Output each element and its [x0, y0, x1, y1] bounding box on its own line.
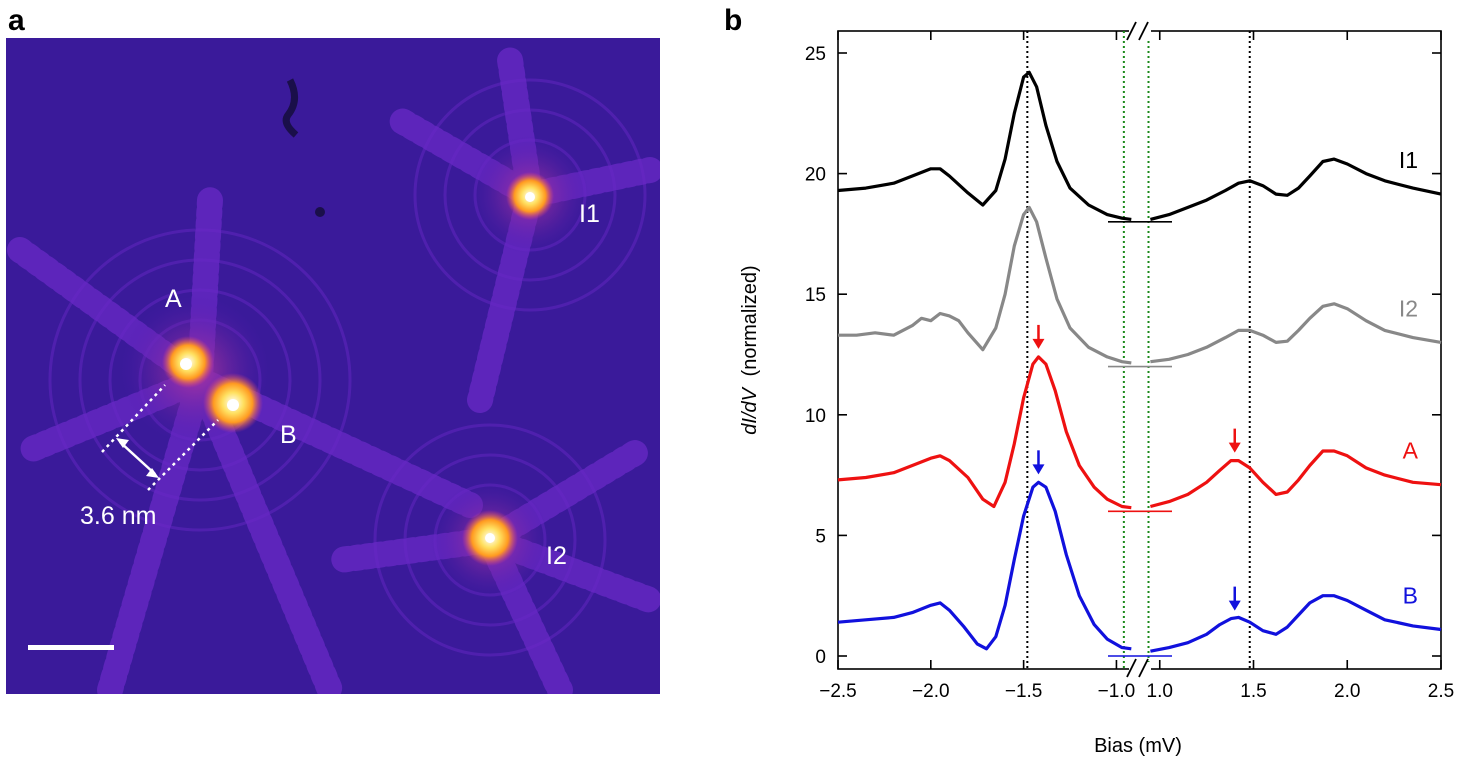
arrow-head-B-0	[1032, 464, 1045, 475]
core-I1	[525, 192, 535, 202]
core-I2	[485, 533, 495, 543]
panel-b-letter: b	[724, 4, 742, 37]
arrow-head-A-0	[1032, 338, 1045, 349]
distance-line-1	[101, 384, 166, 453]
x-tick-label-0-2: −1.5	[1005, 681, 1043, 702]
series-I1: I1	[837, 70, 1442, 223]
distance-arrowhead-1	[116, 438, 129, 448]
series-label-I2: I2	[1399, 295, 1418, 321]
distance-label: 3.6 nm	[80, 502, 156, 530]
scale-bar	[28, 645, 114, 650]
x-tick-label-1-3: 2.5	[1428, 681, 1454, 702]
axis-break	[1126, 21, 1151, 678]
y-tick-label-5: 5	[815, 526, 826, 547]
dark-spot	[315, 207, 325, 217]
distance-arrowhead-2	[146, 468, 159, 478]
series-label-A: A	[1403, 438, 1419, 464]
surface-defect	[282, 78, 299, 138]
x-tick-label-0-1: −2.0	[912, 681, 950, 702]
y-tick-label-0: 0	[815, 647, 826, 668]
atom-label-I2: I2	[546, 542, 567, 570]
map-background	[6, 38, 660, 694]
atom-label-A: A	[165, 285, 182, 313]
y-tick-label-10: 10	[805, 406, 826, 427]
series-line-I2-negative	[838, 205, 1132, 365]
series-A: A	[837, 324, 1442, 513]
y-tick-label-25: 25	[805, 44, 826, 65]
series-line-A-negative	[837, 355, 1132, 510]
x-axis-label: Bias (mV)	[1094, 735, 1182, 757]
x-tick-label-1-1: 1.5	[1240, 681, 1266, 702]
y-axis-label-rest: (normalized)	[739, 265, 761, 376]
y-axis-label-italic: dI/dV	[739, 386, 761, 434]
core-B	[227, 399, 239, 411]
x-tick-label-1-2: 2.0	[1334, 681, 1360, 702]
x-tick-label-0-0: −2.5	[819, 681, 857, 702]
y-tick-label-15: 15	[805, 285, 826, 306]
x-tick-label-1-0: 1.0	[1147, 681, 1173, 702]
series-label-B: B	[1403, 582, 1418, 608]
series-label-I1: I1	[1399, 147, 1418, 173]
stm-map: A B I1 I2 3.6 nm	[6, 38, 660, 694]
series-line-I1-negative	[837, 70, 1132, 221]
atom-label-I1: I1	[579, 200, 600, 228]
arrow-head-B-1	[1228, 600, 1241, 611]
series-B: B	[837, 450, 1442, 657]
series-I2: I2	[838, 205, 1442, 368]
x-tick-label-0-3: −1.0	[1098, 681, 1136, 702]
atom-label-B: B	[280, 421, 297, 449]
series-line-A-positive	[1149, 449, 1442, 509]
y-tick-label-20: 20	[805, 165, 826, 186]
y-axis-label: dI/dV (normalized)	[739, 265, 761, 434]
series-line-I1-positive	[1150, 157, 1442, 221]
plot-frame	[837, 30, 1442, 670]
series-line-B-positive	[1150, 594, 1442, 653]
distance-arrow	[119, 441, 156, 475]
dIdV-chart: I1 I2 A B 0 5 10 15 20 25 −2.5 −2.0 −1.5 −1.0 1.0 1.5…	[739, 21, 1454, 757]
distance-line-2	[147, 419, 219, 491]
arrow-head-A-1	[1228, 442, 1241, 453]
series-line-B-negative	[837, 480, 1132, 651]
series-line-I2-positive	[1150, 302, 1442, 364]
core-A	[180, 358, 192, 370]
panel-a-letter: a	[8, 4, 25, 37]
